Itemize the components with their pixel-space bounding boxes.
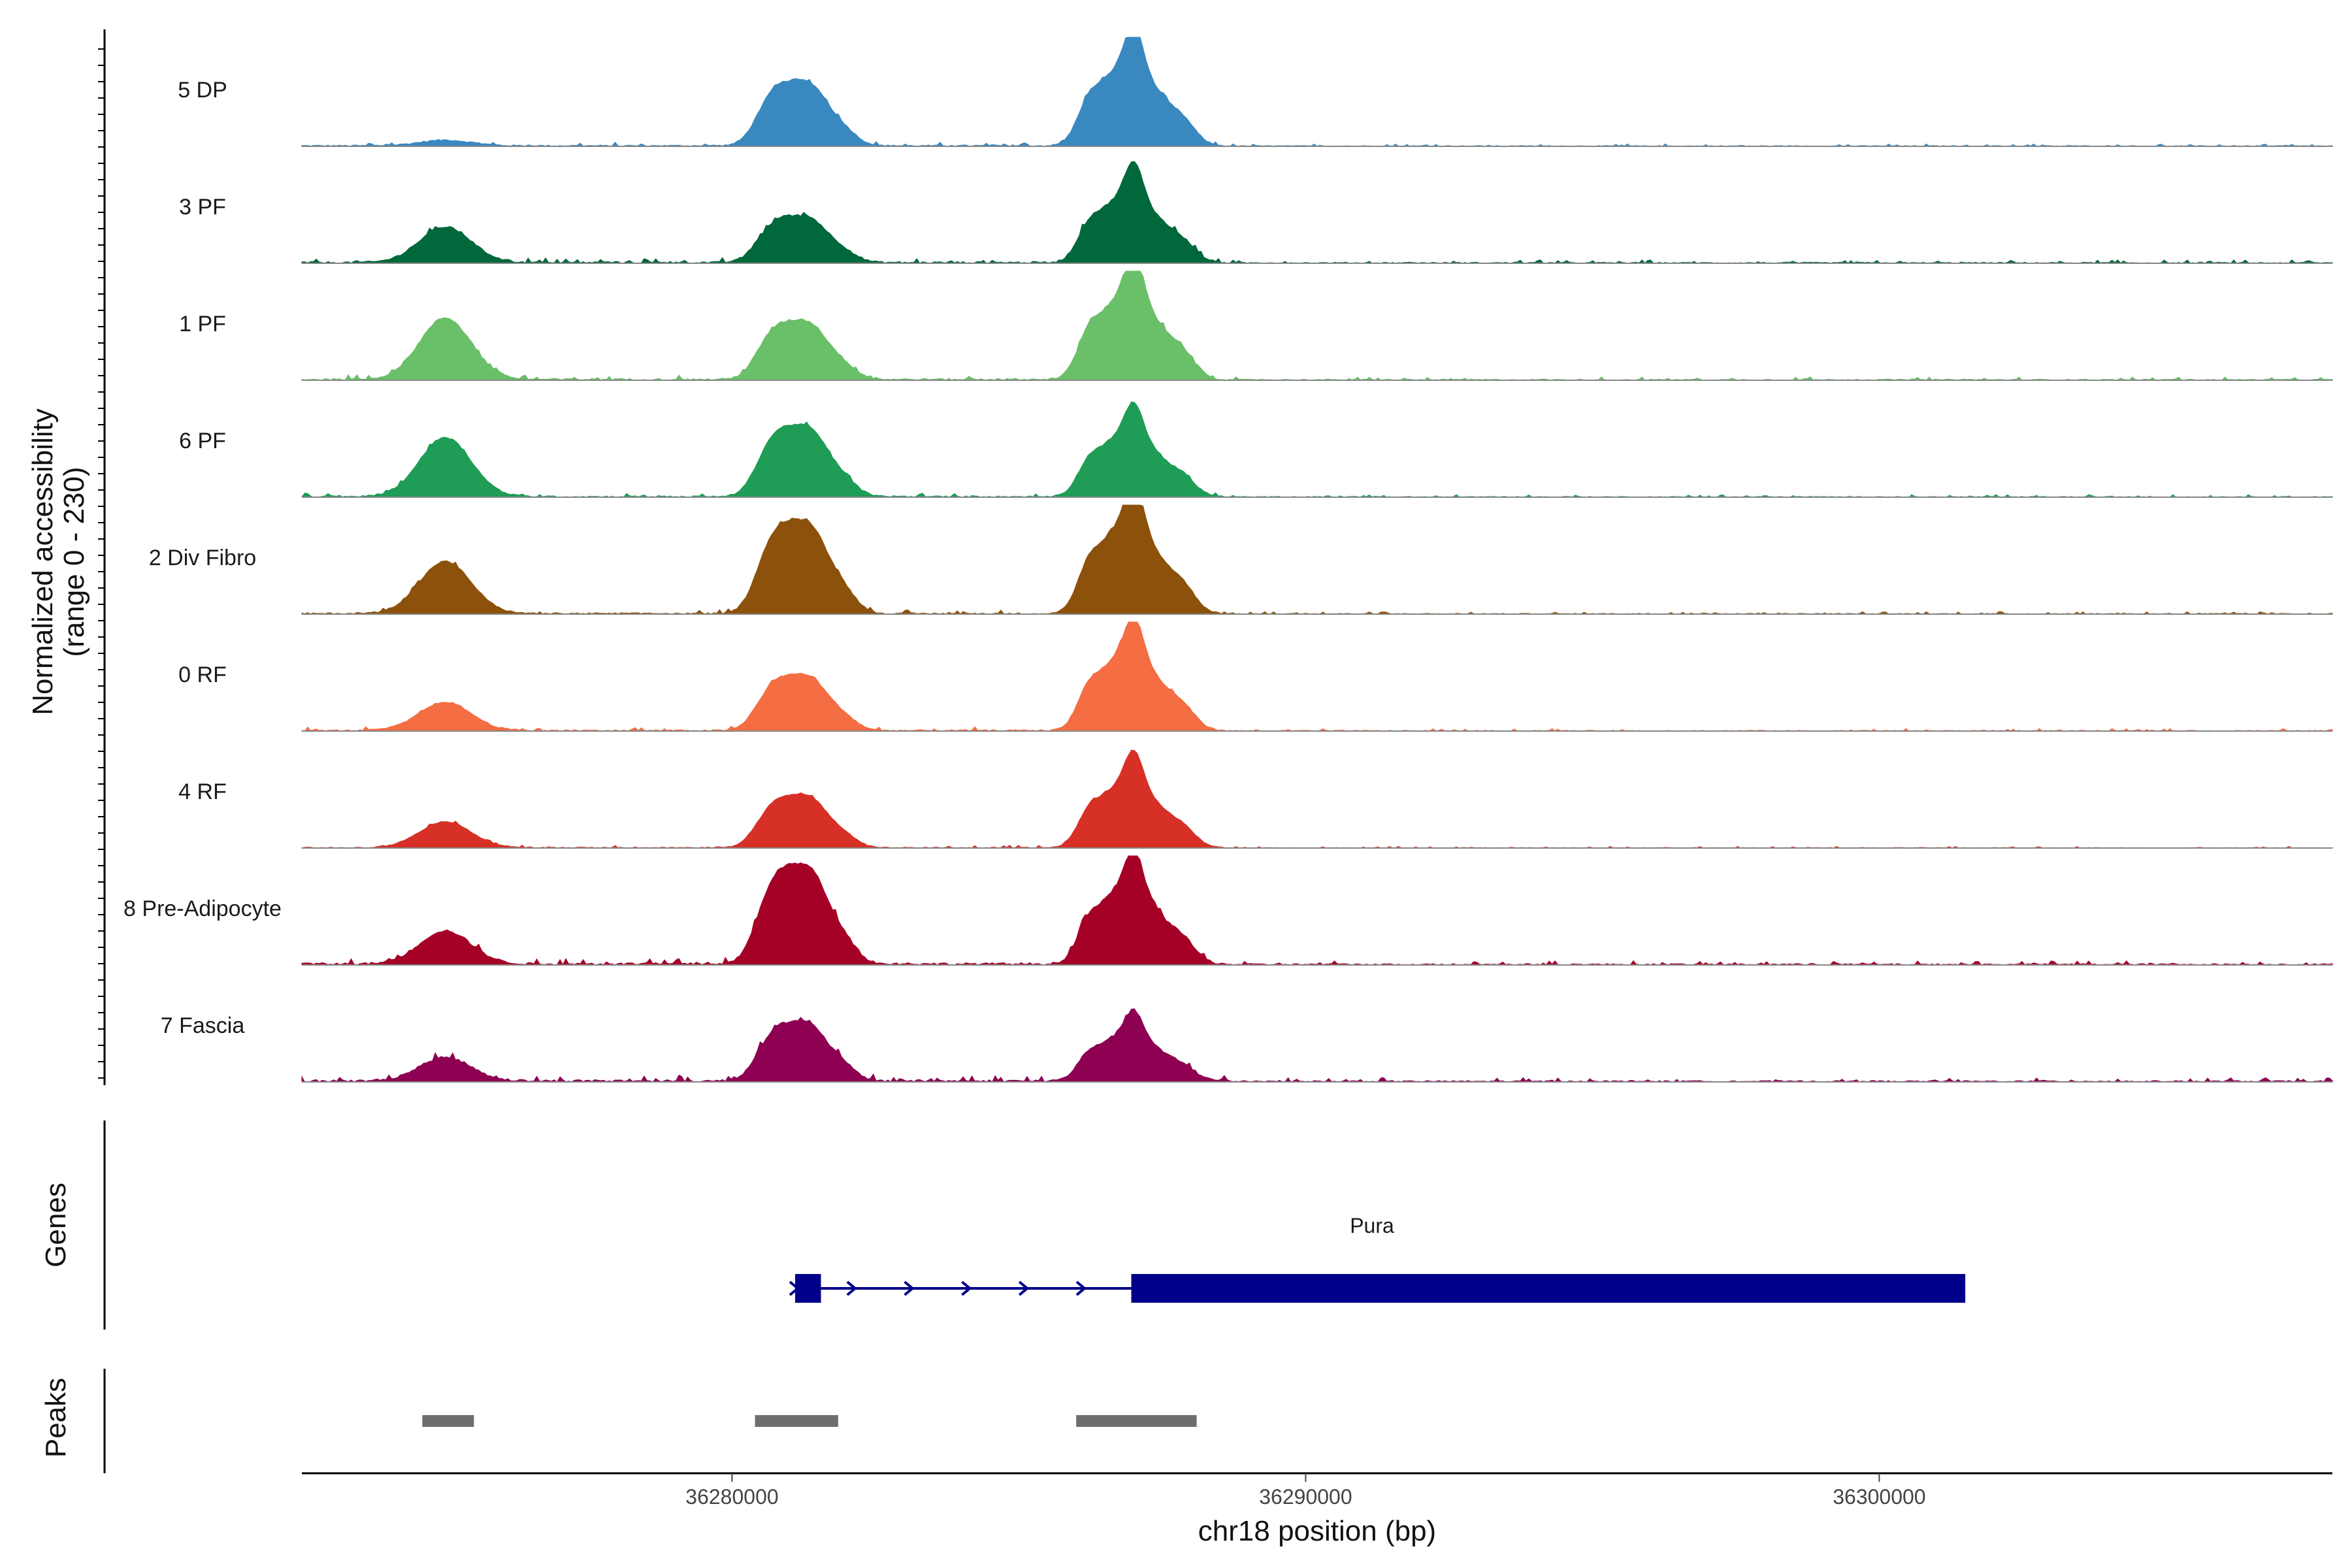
track-label: 0 RF <box>178 662 227 687</box>
coverage-area <box>301 621 2333 732</box>
track-5-dp: 5 DP <box>178 37 2333 147</box>
coverage-area <box>301 401 2333 498</box>
coverage-area <box>301 1008 2333 1083</box>
peaks-panel: Peaks <box>40 1369 1197 1473</box>
x-tick-label: 36300000 <box>1833 1485 1925 1509</box>
strand-arrow <box>1075 1281 1087 1296</box>
coverage-area <box>301 161 2333 264</box>
track-label: 8 Pre-Adipocyte <box>123 896 282 921</box>
track-7-fascia: 7 Fascia <box>161 1008 2333 1083</box>
track-label: 6 PF <box>179 429 226 453</box>
coverage-area <box>301 270 2333 381</box>
track-6-pf: 6 PF <box>179 401 2333 498</box>
track-0-rf: 0 RF <box>178 621 2333 732</box>
peak-region <box>422 1415 474 1427</box>
peak-region <box>755 1415 838 1427</box>
track-label: 2 Div Fibro <box>149 546 256 570</box>
x-tick-label: 36280000 <box>685 1485 778 1509</box>
genes-panel: Genes Pura <box>40 1120 1966 1330</box>
gene-exon <box>795 1274 821 1303</box>
coverage-area <box>301 749 2333 849</box>
track-8-pre-adipocyte: 8 Pre-Adipocyte <box>123 855 2333 966</box>
coverage-tracks: 5 DP 3 PF 1 PF 6 PF 2 Div Fibro 0 RF 4 RF 8 Pre… <box>123 37 2333 1083</box>
track-4-rf: 4 RF <box>178 749 2333 849</box>
x-axis-title: chr18 position (bp) <box>1198 1515 1436 1547</box>
strand-arrow <box>1018 1281 1030 1296</box>
peak-region <box>1076 1415 1197 1427</box>
coverage-area <box>301 37 2333 147</box>
gene-exon <box>1131 1274 1966 1303</box>
x-axis: chr18 position (bp) 36280000 36290000 3630… <box>302 1472 2332 1547</box>
genes-axis-title: Genes <box>40 1183 72 1267</box>
track-label: 7 Fascia <box>161 1013 245 1038</box>
coverage-area <box>301 855 2333 966</box>
strand-arrow <box>904 1281 915 1296</box>
track-3-pf: 3 PF <box>179 161 2333 264</box>
strand-arrow <box>961 1281 972 1296</box>
track-label: 5 DP <box>178 78 227 103</box>
track-1-pf: 1 PF <box>179 270 2333 381</box>
x-tick-label: 36290000 <box>1259 1485 1352 1509</box>
y-axis-title: Normalized accessibility <box>27 408 59 715</box>
track-label: 1 PF <box>179 312 226 336</box>
peaks-axis-title: Peaks <box>40 1378 72 1458</box>
coverage-area <box>301 504 2333 615</box>
track-2-div-fibro: 2 Div Fibro <box>149 504 2333 615</box>
y-axis-range: (range 0 - 230) <box>58 466 90 657</box>
track-label: 4 RF <box>178 779 227 804</box>
track-label: 3 PF <box>179 195 226 220</box>
gene-name-label: Pura <box>1350 1214 1394 1237</box>
strand-arrow <box>846 1281 857 1296</box>
